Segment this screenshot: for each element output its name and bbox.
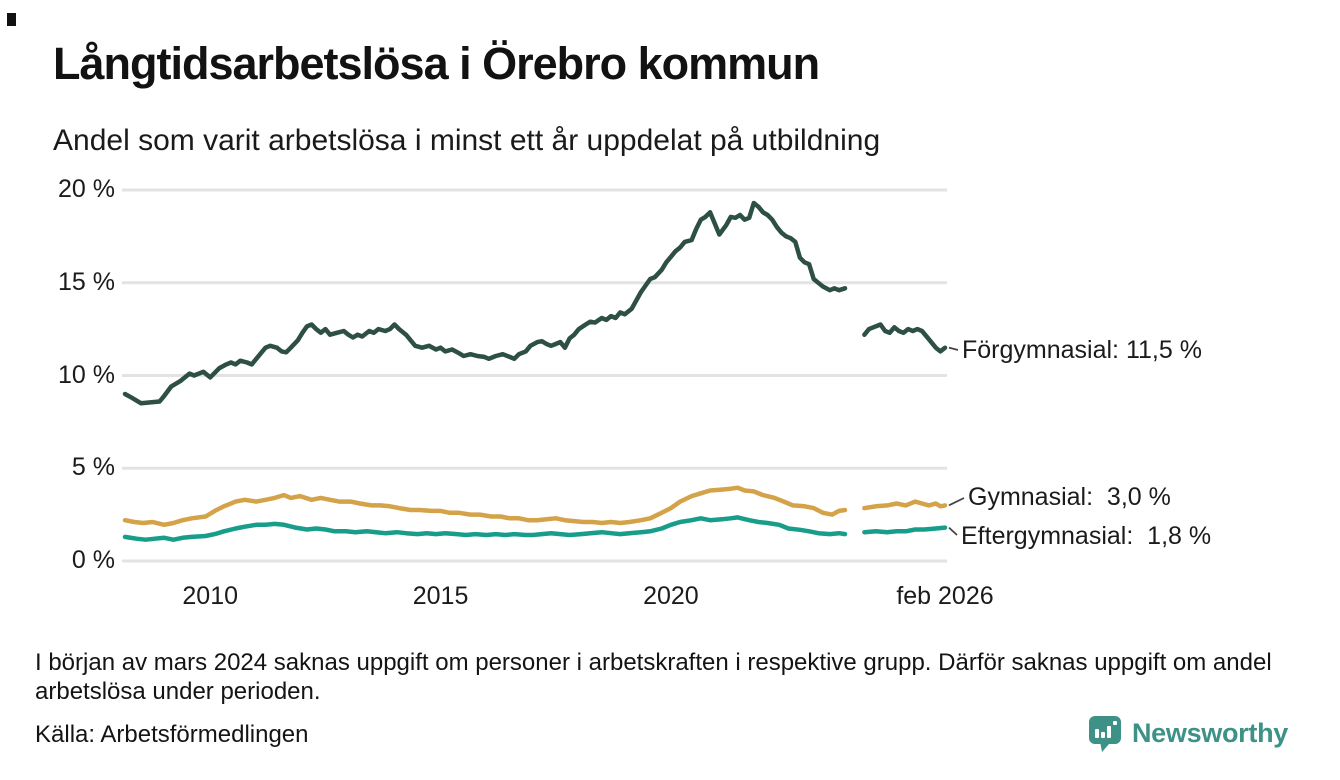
x-tick-label: feb 2026 — [896, 582, 994, 610]
series-line-gymnasial — [862, 499, 948, 511]
label-connector — [948, 497, 965, 507]
series-line-gymnasial — [122, 485, 848, 528]
series-line-förgymnasial — [862, 322, 948, 354]
x-tick-label: 2015 — [412, 582, 469, 610]
y-tick-label: 20 % — [58, 175, 115, 203]
y-tick-label: 10 % — [58, 360, 115, 389]
series-label-forgymnasial: Förgymnasial: 11,5 % — [962, 336, 1202, 364]
label-connector — [948, 346, 959, 351]
x-tick-label: 2010 — [182, 582, 239, 610]
corner-artifact — [7, 13, 16, 26]
chart-title: Långtidsarbetslösa i Örebro kommun — [53, 38, 820, 89]
x-tick-label: 2020 — [643, 582, 699, 610]
series-label-gymnasial: Gymnasial: 3,0 % — [968, 483, 1171, 511]
chart-subtitle: Andel som varit arbetslösa i minst ett å… — [53, 124, 881, 157]
series-line-förgymnasial — [122, 200, 848, 406]
series-label-eftergymnasial: Eftergymnasial: 1,8 % — [961, 522, 1212, 550]
y-tick-label: 0 % — [71, 546, 115, 574]
series-line-eftergymnasial — [862, 525, 948, 535]
source-text: Källa: Arbetsförmedlingen — [35, 721, 309, 748]
series-line-eftergymnasial — [122, 515, 848, 542]
newsworthy-branding: Newsworthy — [1087, 714, 1288, 753]
brand-name: Newsworthy — [1131, 718, 1288, 748]
y-tick-label: 5 % — [71, 453, 115, 482]
y-tick-label: 15 % — [58, 267, 115, 296]
label-connector — [948, 526, 958, 536]
footnote-text: I början av mars 2024 saknas uppgift om … — [35, 649, 1272, 706]
bar-chart-speech-bubble-icon — [1088, 716, 1121, 752]
